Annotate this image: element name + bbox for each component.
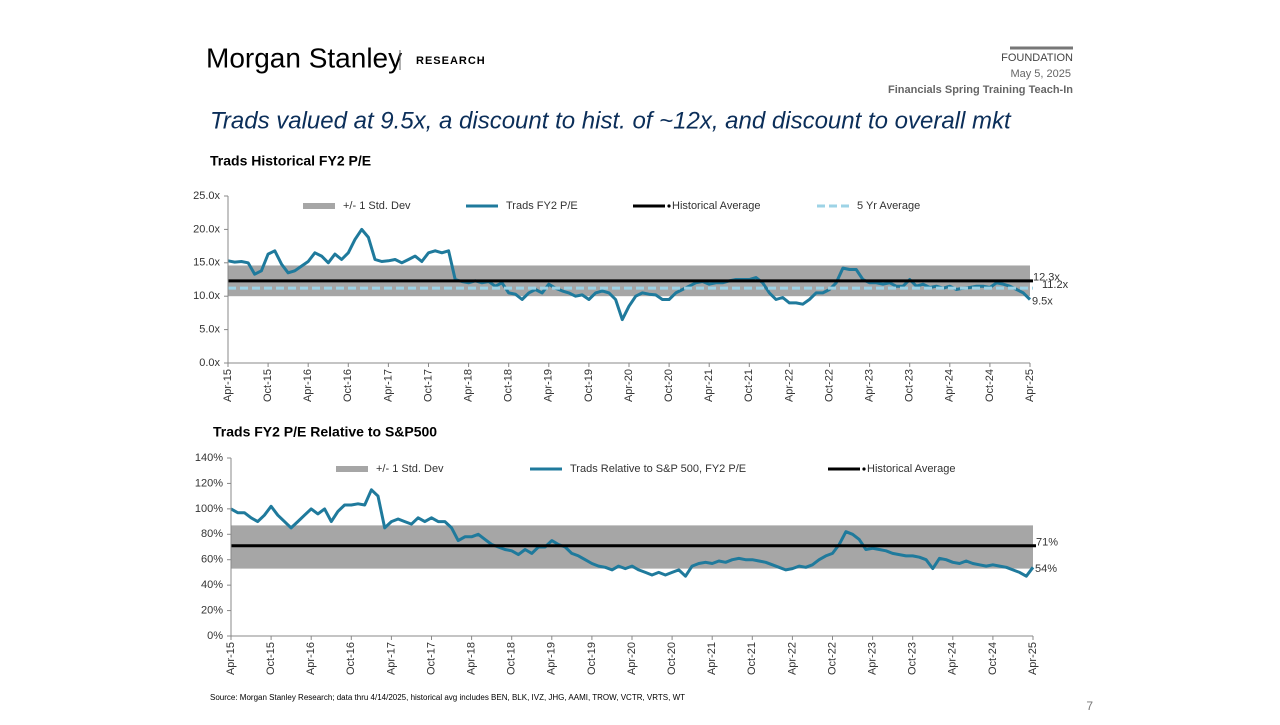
x-tick-label: Apr-24 (944, 369, 956, 402)
x-tick-label: Apr-23 (867, 642, 879, 675)
x-tick-label: Apr-19 (543, 369, 555, 402)
y-tick-label: 5.0x (199, 324, 220, 336)
legend-label: Historical Average (867, 463, 955, 475)
legend-label: Trads Relative to S&P 500, FY2 P/E (570, 463, 746, 475)
x-tick-label: Apr-21 (706, 642, 718, 675)
legend-swatch (336, 466, 368, 472)
series-line (227, 227, 1032, 322)
x-tick-label: Oct-20 (666, 642, 678, 675)
x-tick-label: Apr-23 (864, 369, 876, 402)
x-tick-label: Oct-17 (425, 642, 437, 675)
x-tick-label: Apr-19 (546, 642, 558, 675)
x-tick-label: Oct-15 (265, 642, 277, 675)
legend-label: 5 Yr Average (857, 200, 920, 212)
y-tick-label: 40% (201, 579, 223, 591)
legend-dot (667, 204, 671, 208)
x-tick-label: Oct-21 (743, 369, 755, 402)
x-tick-label: Apr-15 (222, 369, 234, 402)
x-tick-label: Oct-15 (262, 369, 274, 402)
date: May 5, 2025 (1010, 68, 1071, 80)
x-tick-label: Apr-20 (626, 642, 638, 675)
y-tick-label: 20% (201, 604, 223, 616)
chart-title: Trads Historical FY2 P/E (210, 153, 371, 169)
chart-title: Trads FY2 P/E Relative to S&P500 (213, 424, 437, 440)
x-tick-label: Oct-24 (987, 642, 999, 675)
x-tick-label: Oct-19 (586, 642, 598, 675)
end-label: 54% (1035, 563, 1057, 575)
legend-label: +/- 1 Std. Dev (376, 463, 444, 475)
x-tick-label: Apr-21 (703, 369, 715, 402)
y-tick-label: 80% (201, 528, 223, 540)
x-tick-label: Apr-22 (783, 369, 795, 402)
x-tick-label: Oct-23 (907, 642, 919, 675)
y-tick-label: 120% (195, 477, 223, 489)
end-label: 9.5x (1032, 295, 1053, 307)
y-tick-label: 100% (195, 503, 223, 515)
x-tick-label: Oct-19 (583, 369, 595, 402)
y-tick-label: 15.0x (193, 257, 220, 269)
x-tick-label: Apr-22 (786, 642, 798, 675)
x-tick-label: Oct-18 (506, 642, 518, 675)
x-tick-label: Oct-16 (342, 369, 354, 402)
legend-dot (862, 467, 866, 471)
x-tick-label: Apr-25 (1027, 642, 1039, 675)
x-tick-label: Apr-16 (302, 369, 314, 402)
x-tick-label: Apr-17 (382, 369, 394, 402)
legend-label: Historical Average (672, 200, 760, 212)
y-tick-label: 60% (201, 554, 223, 566)
x-tick-label: Apr-18 (466, 642, 478, 675)
x-tick-label: Apr-15 (225, 642, 237, 675)
x-tick-label: Apr-25 (1024, 369, 1036, 402)
series-label: FOUNDATION (1001, 52, 1073, 64)
legend-swatch (303, 203, 335, 209)
y-tick-label: 10.0x (193, 290, 220, 302)
y-tick-label: 0% (207, 630, 223, 642)
x-tick-label: Oct-17 (422, 369, 434, 402)
x-tick-label: Oct-21 (746, 642, 758, 675)
event: Financials Spring Training Teach-In (888, 84, 1073, 96)
page-number: 7 (1086, 699, 1093, 713)
x-tick-label: Oct-16 (345, 642, 357, 675)
series-line (230, 488, 1035, 578)
y-tick-label: 20.0x (193, 223, 220, 235)
slide-title: Trads valued at 9.5x, a discount to hist… (210, 107, 1012, 134)
x-tick-label: Oct-22 (823, 369, 835, 402)
x-tick-label: Apr-24 (947, 642, 959, 675)
x-tick-label: Apr-20 (623, 369, 635, 402)
y-tick-label: 140% (195, 452, 223, 464)
x-tick-label: Oct-23 (904, 369, 916, 402)
source-note: Source: Morgan Stanley Research; data th… (210, 693, 685, 702)
x-tick-label: Apr-18 (463, 369, 475, 402)
average-label: 12.3x (1033, 272, 1060, 284)
average-label: 71% (1036, 537, 1058, 549)
x-tick-label: Apr-17 (385, 642, 397, 675)
x-tick-label: Oct-20 (663, 369, 675, 402)
logo: Morgan Stanley (206, 42, 402, 73)
x-tick-label: Oct-22 (826, 642, 838, 675)
division: RESEARCH (416, 55, 486, 67)
legend-label: Trads FY2 P/E (506, 200, 578, 212)
average-label: 11.2x (1042, 279, 1069, 291)
y-tick-label: 0.0x (199, 357, 220, 369)
y-tick-label: 25.0x (193, 190, 220, 202)
x-tick-label: Apr-16 (305, 642, 317, 675)
x-tick-label: Oct-18 (503, 369, 515, 402)
x-tick-label: Oct-24 (984, 369, 996, 402)
legend-label: +/- 1 Std. Dev (343, 200, 411, 212)
